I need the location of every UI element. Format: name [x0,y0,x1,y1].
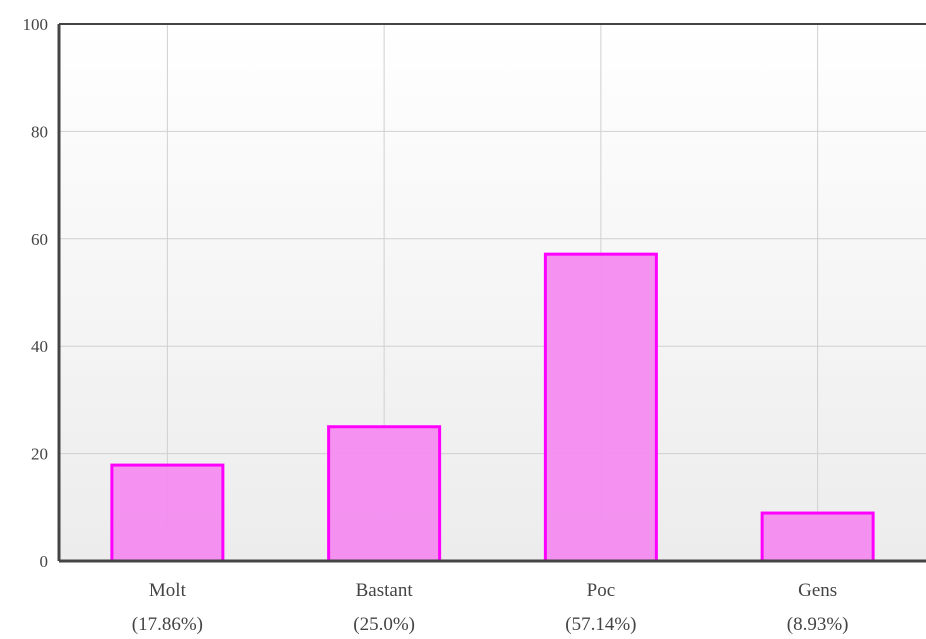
bar-bastant[interactable] [327,425,442,563]
y-tick-labels: 0 20 40 60 80 100 [23,15,49,571]
axes [57,23,926,563]
y-tick-label: 20 [31,445,48,464]
bar-gens[interactable] [760,511,875,563]
y-tick-label: 40 [31,337,48,356]
y-tick-label: 80 [31,122,48,141]
bars [110,252,875,563]
x-tick-labels: Molt (17.86%) Bastant (25.0%) Poc (57.14%) Gen… [132,580,849,635]
bar-molt[interactable] [110,463,225,563]
bar-poc[interactable] [543,252,658,563]
x-tick-label: Bastant [356,580,414,601]
x-tick-label: Molt [149,580,187,601]
y-tick-label: 0 [40,552,49,571]
x-tick-label: Poc [587,580,616,601]
x-tick-percent-label: (57.14%) [565,614,636,635]
y-tick-label: 100 [23,15,49,34]
x-tick-percent-label: (25.0%) [353,614,415,635]
x-tick-percent-label: (17.86%) [132,614,203,635]
x-tick-percent-label: (8.93%) [787,614,849,635]
x-tick-label: Gens [798,580,837,601]
y-tick-label: 60 [31,230,48,249]
